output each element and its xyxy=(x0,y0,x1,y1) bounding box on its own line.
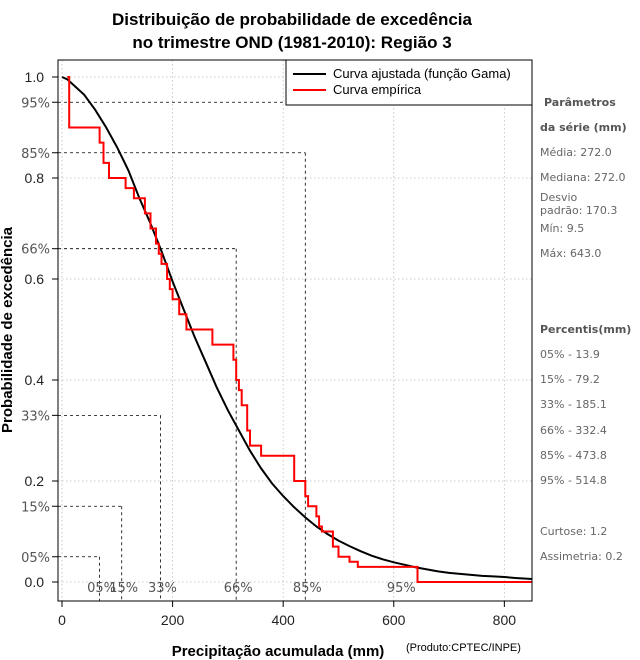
x-tick-label-4: 800 xyxy=(493,612,517,628)
y-tick-label-5: 1.0 xyxy=(25,69,45,85)
pct-y-label-0: 05% xyxy=(21,551,50,566)
pct-y-label-5: 95% xyxy=(21,96,50,111)
percentil-95: 95% - 514.8 xyxy=(540,474,607,487)
percentis-title: Percentis(mm) xyxy=(540,323,631,336)
series xyxy=(61,76,533,583)
stats-side-panel: Parâmetros da série (mm) Média: 272.0 Me… xyxy=(540,96,631,563)
percentil-66: 66% - 332.4 xyxy=(540,424,607,437)
percentile-labels: 05%15%33%66%85%95%05%15% 33% 66% 85% 95% xyxy=(21,96,416,596)
pct-x-label-4: 85% xyxy=(293,581,322,596)
percentil-15: 15% - 79.2 xyxy=(540,373,600,386)
percentil-33: 33% - 185.1 xyxy=(540,398,607,411)
pct-x-label-1: 15% xyxy=(109,581,138,596)
y-tick-label-2: 0.4 xyxy=(25,372,45,388)
percentile-guides xyxy=(58,101,532,601)
series-line-empirical xyxy=(67,76,532,583)
percentil-05: 05% - 13.9 xyxy=(540,348,600,361)
pct-y-label-2: 33% xyxy=(21,409,50,424)
x-tick-label-1: 200 xyxy=(161,612,185,628)
params-title-1: Parâmetros xyxy=(544,96,616,109)
pct-x-label-2: 33% xyxy=(148,581,177,596)
product-credit: (Produto:CPTEC/INPE) xyxy=(406,642,521,654)
y-tick-label-3: 0.6 xyxy=(25,271,45,287)
stat-desvio-1: Desvio xyxy=(540,191,578,204)
pct-x-label-3: 66% xyxy=(224,581,253,596)
stat-mediana: Mediana: 272.0 xyxy=(540,171,625,184)
plot-frame xyxy=(57,59,533,602)
y-axis: 0.0 0.2 0.4 0.6 0.8 1.0 xyxy=(25,69,58,590)
params-title-2: da série (mm) xyxy=(540,121,627,134)
chart-title-line1: Distribuição de probabilidade de excedên… xyxy=(112,10,472,29)
y-tick-label-1: 0.2 xyxy=(25,473,45,489)
y-tick-label-0: 0.0 xyxy=(25,574,45,590)
chart-title-line2: no trimestre OND (1981-2010): Região 3 xyxy=(132,33,451,52)
stat-media: Média: 272.0 xyxy=(540,146,612,159)
stat-desvio-2: padrão: 170.3 xyxy=(540,204,617,217)
series-line-fitted-gamma xyxy=(61,76,533,580)
y-axis-title: Probabilidade de excedência xyxy=(0,226,16,433)
pct-y-label-3: 66% xyxy=(21,243,50,258)
pct-x-label-5: 95% xyxy=(387,581,416,596)
pct-x-label-0: 05% xyxy=(87,581,116,596)
stat-max: Máx: 643.0 xyxy=(540,247,601,260)
pct-y-label-1: 15% xyxy=(21,500,50,515)
x-tick-label-2: 400 xyxy=(271,612,295,628)
stat-min: Mín: 9.5 xyxy=(540,222,584,235)
grid xyxy=(58,60,532,601)
stat-curtose: Curtose: 1.2 xyxy=(540,525,607,538)
pct-y-label-4: 85% xyxy=(21,147,50,162)
y-tick-label-4: 0.8 xyxy=(25,170,45,186)
percentil-85: 85% - 473.8 xyxy=(540,449,607,462)
x-tick-label-0: 0 xyxy=(58,612,66,628)
legend: Curva ajustada (função Gama) Curva empír… xyxy=(285,59,533,106)
legend-box xyxy=(285,59,533,106)
stat-assimetria: Assimetria: 0.2 xyxy=(540,550,623,563)
x-axis-title: Precipitação acumulada (mm) xyxy=(172,643,385,660)
legend-label-empirical: Curva empírica xyxy=(333,82,422,97)
x-axis: 0 200 400 600 800 xyxy=(58,601,516,628)
legend-label-fitted: Curva ajustada (função Gama) xyxy=(333,66,511,81)
x-tick-label-3: 600 xyxy=(382,612,406,628)
